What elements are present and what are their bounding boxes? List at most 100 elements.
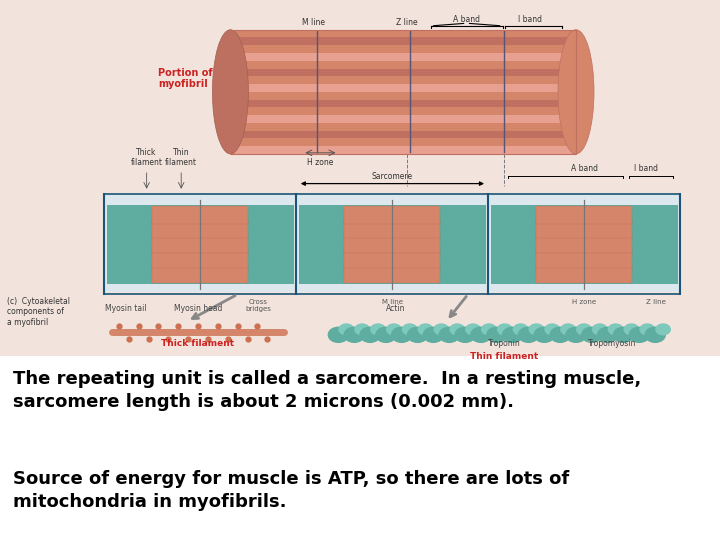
Circle shape — [408, 327, 428, 342]
Bar — [107, 205, 294, 225]
Bar — [234, 53, 572, 60]
Circle shape — [471, 327, 491, 342]
Bar — [297, 194, 488, 294]
Text: Thin
filament: Thin filament — [165, 148, 197, 167]
Bar — [234, 115, 572, 123]
Bar — [344, 220, 441, 238]
Text: Cross
bridges: Cross bridges — [245, 299, 271, 312]
Text: H zone: H zone — [572, 299, 596, 305]
Circle shape — [513, 324, 528, 335]
Circle shape — [640, 324, 654, 335]
Circle shape — [518, 327, 539, 342]
Circle shape — [360, 327, 380, 342]
Circle shape — [656, 324, 670, 335]
Circle shape — [402, 324, 417, 335]
Bar — [299, 264, 486, 284]
Text: Source of energy for muscle is ATP, so there are lots of
mitochondria in myofibr: Source of energy for muscle is ATP, so t… — [13, 470, 570, 511]
Text: Sarcomere: Sarcomere — [372, 172, 413, 181]
Circle shape — [550, 327, 570, 342]
Text: Tropomyosin: Tropomyosin — [588, 339, 636, 348]
Bar — [153, 220, 248, 238]
Text: I band: I band — [634, 164, 658, 173]
Bar — [153, 235, 248, 253]
Bar — [344, 235, 441, 253]
Bar — [536, 220, 632, 238]
Circle shape — [450, 324, 464, 335]
Circle shape — [418, 324, 433, 335]
Circle shape — [593, 324, 607, 335]
Circle shape — [613, 327, 634, 342]
Bar — [104, 194, 680, 294]
Circle shape — [376, 327, 396, 342]
Bar — [234, 146, 572, 154]
Circle shape — [561, 324, 575, 335]
Circle shape — [482, 324, 496, 335]
Circle shape — [423, 327, 444, 342]
Circle shape — [328, 327, 348, 342]
Bar — [234, 69, 572, 76]
Circle shape — [339, 324, 354, 335]
Circle shape — [344, 327, 364, 342]
Bar — [536, 235, 632, 253]
Bar — [344, 251, 441, 268]
Text: I band: I band — [518, 15, 542, 24]
Text: (c)  Cytoakeletal
components of
a myofibril: (c) Cytoakeletal components of a myofibr… — [7, 297, 71, 327]
Circle shape — [487, 327, 507, 342]
Circle shape — [392, 327, 412, 342]
Text: A band: A band — [571, 164, 598, 173]
Bar — [104, 292, 680, 354]
Circle shape — [439, 327, 459, 342]
Bar — [153, 251, 248, 268]
Bar — [490, 264, 678, 284]
Bar — [490, 219, 678, 239]
Text: Z line: Z line — [396, 18, 418, 27]
Circle shape — [529, 324, 544, 335]
Bar — [104, 194, 297, 294]
Circle shape — [355, 324, 369, 335]
Circle shape — [498, 324, 512, 335]
Circle shape — [434, 324, 449, 335]
Bar — [536, 251, 632, 268]
Bar — [536, 265, 632, 283]
Circle shape — [608, 324, 623, 335]
Text: Portion of
myofibril: Portion of myofibril — [158, 68, 213, 89]
Text: Troponin: Troponin — [487, 339, 521, 348]
Bar — [299, 205, 486, 225]
Text: A band: A band — [453, 15, 480, 24]
Circle shape — [645, 327, 665, 342]
Bar — [230, 30, 576, 154]
Text: M line: M line — [302, 18, 325, 27]
Text: M line: M line — [382, 299, 403, 305]
Text: Z line: Z line — [646, 299, 665, 305]
Text: The repeating unit is called a sarcomere.  In a resting muscle,
sarcomere length: The repeating unit is called a sarcomere… — [13, 370, 642, 411]
Circle shape — [624, 324, 639, 335]
Bar — [536, 206, 632, 224]
Circle shape — [545, 324, 559, 335]
Circle shape — [455, 327, 475, 342]
Bar — [153, 206, 248, 224]
Bar — [344, 206, 441, 224]
Bar — [299, 249, 486, 269]
Text: Thick filament: Thick filament — [161, 339, 235, 348]
Circle shape — [534, 327, 554, 342]
Bar — [488, 194, 680, 294]
Bar — [490, 234, 678, 254]
Circle shape — [598, 327, 618, 342]
Ellipse shape — [212, 30, 248, 154]
Bar — [234, 84, 572, 92]
Text: Myosin head: Myosin head — [174, 304, 222, 313]
Bar — [107, 234, 294, 254]
Text: H zone: H zone — [307, 158, 333, 167]
Bar — [299, 219, 486, 239]
Bar — [230, 30, 576, 154]
Bar — [344, 265, 441, 283]
Circle shape — [466, 324, 480, 335]
Circle shape — [582, 327, 602, 342]
Bar — [234, 131, 572, 138]
Bar — [0, 0, 720, 356]
Ellipse shape — [558, 30, 594, 154]
Circle shape — [577, 324, 591, 335]
Text: Myosin tail: Myosin tail — [105, 304, 147, 313]
Bar — [153, 265, 248, 283]
Text: Actin: Actin — [386, 304, 406, 313]
